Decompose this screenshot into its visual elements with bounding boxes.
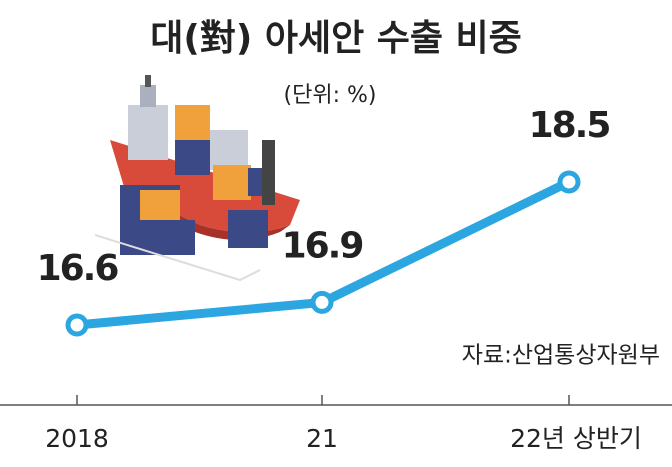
source-note: 자료:산업통상자원부 — [462, 343, 660, 369]
x-tick-label: 22년 상반기 — [510, 424, 642, 453]
data-label: 16.9 — [282, 225, 363, 266]
data-point — [310, 290, 334, 314]
data-point — [65, 313, 89, 337]
x-tick-label: 2018 — [45, 424, 109, 453]
chart-subtitle: (단위: %) — [284, 83, 377, 108]
data-label: 18.5 — [529, 105, 610, 146]
chart-title: 대(對) 아세안 수출 비중 — [150, 18, 521, 59]
x-tick-label: 21 — [306, 424, 338, 453]
data-point — [557, 170, 581, 194]
data-label: 16.6 — [37, 248, 119, 289]
ship-illustration — [94, 75, 300, 282]
